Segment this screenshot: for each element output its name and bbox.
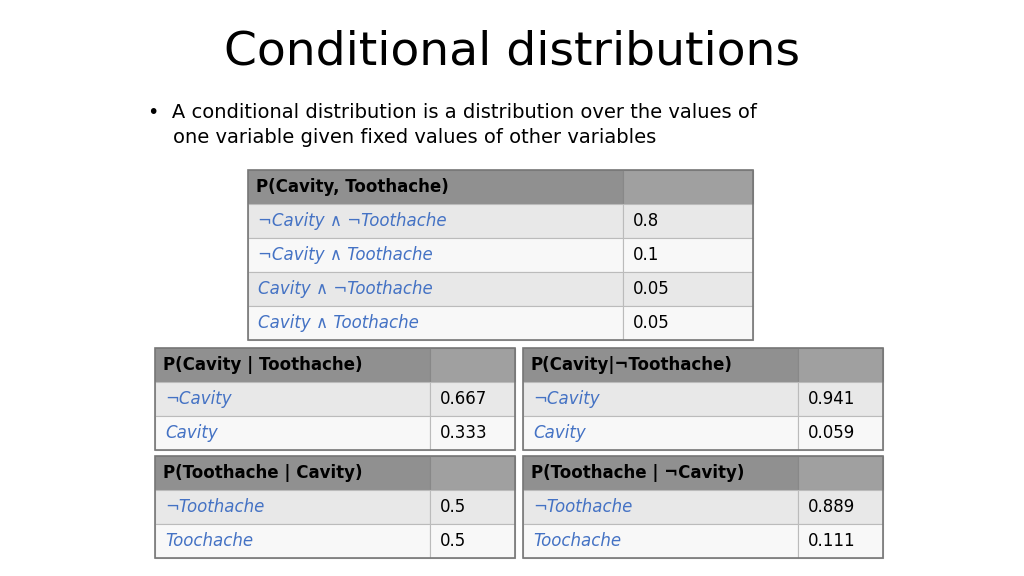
Text: 0.889: 0.889 bbox=[808, 498, 855, 516]
Bar bbox=[155, 348, 430, 382]
Text: Cavity: Cavity bbox=[534, 424, 586, 442]
Text: Cavity ∧ Toothache: Cavity ∧ Toothache bbox=[258, 314, 419, 332]
Text: 0.8: 0.8 bbox=[633, 212, 659, 230]
Bar bbox=[798, 416, 883, 450]
Bar bbox=[623, 238, 753, 272]
Bar bbox=[248, 170, 623, 204]
Bar bbox=[155, 382, 430, 416]
Text: Cavity ∧ ¬Toothache: Cavity ∧ ¬Toothache bbox=[258, 280, 433, 298]
Bar bbox=[430, 490, 515, 524]
Text: one variable given fixed values of other variables: one variable given fixed values of other… bbox=[148, 128, 656, 147]
Text: ¬Cavity ∧ ¬Toothache: ¬Cavity ∧ ¬Toothache bbox=[258, 212, 446, 230]
Text: 0.333: 0.333 bbox=[440, 424, 487, 442]
Text: ¬Cavity: ¬Cavity bbox=[534, 390, 600, 408]
Bar bbox=[430, 382, 515, 416]
Text: 0.5: 0.5 bbox=[440, 498, 466, 516]
Text: 0.941: 0.941 bbox=[808, 390, 855, 408]
Text: ¬Toothache: ¬Toothache bbox=[534, 498, 633, 516]
Bar bbox=[430, 456, 515, 490]
Bar bbox=[798, 348, 883, 382]
Text: Conditional distributions: Conditional distributions bbox=[224, 29, 800, 74]
Text: P(Cavity, Toothache): P(Cavity, Toothache) bbox=[256, 178, 449, 196]
Text: 0.05: 0.05 bbox=[633, 314, 670, 332]
Text: Toochache: Toochache bbox=[534, 532, 622, 550]
Bar bbox=[155, 416, 430, 450]
Text: P(Toothache | Cavity): P(Toothache | Cavity) bbox=[163, 464, 362, 482]
Bar bbox=[523, 348, 798, 382]
Text: 0.667: 0.667 bbox=[440, 390, 487, 408]
Bar bbox=[623, 306, 753, 340]
Text: Toochache: Toochache bbox=[165, 532, 253, 550]
Text: P(Toothache | ¬Cavity): P(Toothache | ¬Cavity) bbox=[531, 464, 744, 482]
Bar bbox=[523, 348, 883, 450]
Bar bbox=[798, 456, 883, 490]
Bar bbox=[623, 170, 753, 204]
Text: 0.111: 0.111 bbox=[808, 532, 856, 550]
Text: P(Cavity|¬Toothache): P(Cavity|¬Toothache) bbox=[531, 356, 733, 374]
Bar bbox=[798, 382, 883, 416]
Bar bbox=[155, 490, 430, 524]
Bar bbox=[523, 456, 798, 490]
Bar bbox=[155, 524, 430, 558]
Text: •  A conditional distribution is a distribution over the values of: • A conditional distribution is a distri… bbox=[148, 103, 757, 122]
Bar bbox=[430, 416, 515, 450]
Text: ¬Cavity: ¬Cavity bbox=[165, 390, 231, 408]
Text: ¬Toothache: ¬Toothache bbox=[165, 498, 264, 516]
Bar bbox=[523, 456, 883, 558]
Text: 0.05: 0.05 bbox=[633, 280, 670, 298]
Text: Cavity: Cavity bbox=[165, 424, 218, 442]
Bar bbox=[248, 238, 623, 272]
Bar bbox=[523, 490, 798, 524]
Bar bbox=[798, 490, 883, 524]
Text: ¬Cavity ∧ Toothache: ¬Cavity ∧ Toothache bbox=[258, 246, 433, 264]
Text: 0.1: 0.1 bbox=[633, 246, 659, 264]
Text: 0.5: 0.5 bbox=[440, 532, 466, 550]
Bar bbox=[155, 348, 515, 450]
Bar bbox=[523, 416, 798, 450]
Bar bbox=[248, 272, 623, 306]
Bar bbox=[523, 524, 798, 558]
Bar bbox=[430, 524, 515, 558]
Bar bbox=[430, 348, 515, 382]
Bar bbox=[248, 204, 623, 238]
Bar bbox=[798, 524, 883, 558]
Bar bbox=[155, 456, 515, 558]
Text: P(Cavity | Toothache): P(Cavity | Toothache) bbox=[163, 356, 362, 374]
Bar bbox=[155, 456, 430, 490]
Bar bbox=[248, 170, 753, 340]
Bar bbox=[623, 272, 753, 306]
Bar bbox=[523, 382, 798, 416]
Text: 0.059: 0.059 bbox=[808, 424, 855, 442]
Bar bbox=[623, 204, 753, 238]
Bar bbox=[248, 306, 623, 340]
